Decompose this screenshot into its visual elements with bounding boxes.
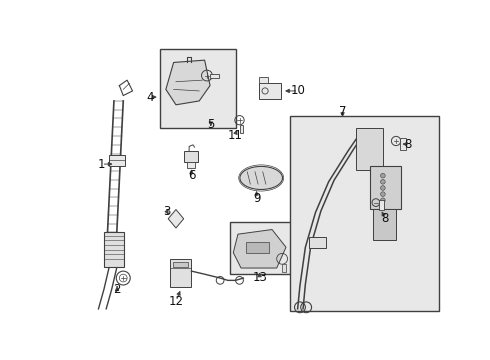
Bar bbox=[245, 242, 269, 253]
Bar bbox=[356, 128, 383, 170]
Text: 1: 1 bbox=[98, 158, 105, 171]
Bar bbox=[290, 116, 440, 311]
Text: 10: 10 bbox=[291, 85, 306, 98]
Bar bbox=[173, 262, 188, 266]
Circle shape bbox=[381, 180, 385, 184]
Polygon shape bbox=[166, 60, 210, 105]
Bar bbox=[282, 264, 286, 272]
Polygon shape bbox=[168, 210, 184, 228]
Text: 8: 8 bbox=[382, 212, 389, 225]
Text: 9: 9 bbox=[253, 192, 260, 205]
Bar bbox=[184, 151, 197, 162]
Text: 5: 5 bbox=[207, 118, 215, 131]
Circle shape bbox=[381, 198, 385, 203]
Bar bbox=[400, 138, 406, 150]
Text: 7: 7 bbox=[339, 105, 346, 118]
Bar bbox=[379, 199, 385, 210]
Text: 6: 6 bbox=[188, 169, 195, 182]
Ellipse shape bbox=[240, 166, 283, 189]
Text: 3: 3 bbox=[163, 204, 171, 217]
Bar bbox=[259, 83, 281, 99]
Text: 11: 11 bbox=[227, 129, 243, 142]
Bar bbox=[160, 49, 236, 128]
Text: 8: 8 bbox=[404, 138, 412, 150]
Bar bbox=[259, 77, 268, 83]
Bar bbox=[109, 155, 125, 166]
Circle shape bbox=[381, 192, 385, 197]
Circle shape bbox=[381, 186, 385, 190]
Bar bbox=[230, 222, 295, 274]
Text: 13: 13 bbox=[252, 271, 267, 284]
Circle shape bbox=[381, 173, 385, 178]
Polygon shape bbox=[233, 230, 286, 268]
Bar bbox=[104, 232, 124, 266]
Bar bbox=[210, 74, 220, 78]
Bar bbox=[309, 237, 326, 248]
Text: 4: 4 bbox=[147, 91, 154, 104]
Bar bbox=[170, 259, 192, 287]
Bar bbox=[369, 166, 401, 209]
Bar bbox=[187, 162, 195, 168]
Text: 2: 2 bbox=[113, 283, 121, 296]
Bar bbox=[240, 125, 244, 132]
Text: 12: 12 bbox=[169, 294, 183, 308]
Bar bbox=[373, 209, 396, 239]
